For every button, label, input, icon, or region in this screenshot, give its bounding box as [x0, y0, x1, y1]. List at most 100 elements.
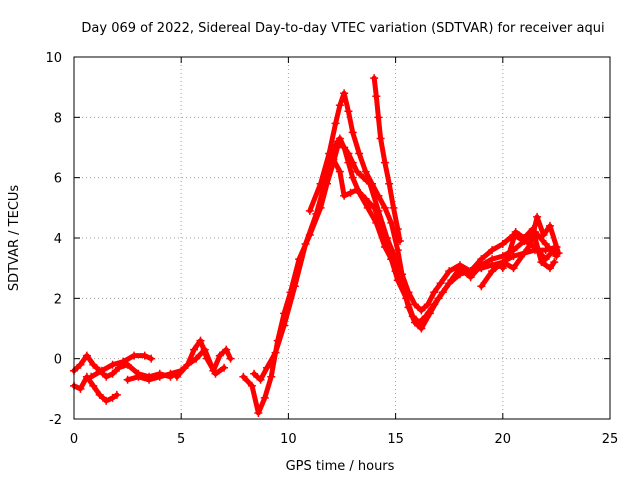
data-point-marker: [95, 390, 104, 399]
x-tick-label: 25: [602, 432, 619, 447]
data-point-marker: [368, 179, 377, 188]
data-point-marker: [155, 372, 164, 381]
data-point-marker: [417, 306, 426, 315]
data-point-marker: [82, 351, 91, 360]
data-point-marker: [539, 230, 548, 239]
data-point-marker: [477, 282, 486, 291]
data-point-marker: [140, 351, 149, 360]
data-point-marker: [329, 155, 338, 164]
data-point-marker: [372, 92, 381, 101]
data-point-marker: [387, 255, 396, 264]
data-point-marker: [376, 218, 385, 227]
data-point-marker: [335, 167, 344, 176]
data-point-marker: [280, 321, 289, 330]
data-point-marker: [200, 345, 209, 354]
y-tick-label: 8: [54, 111, 62, 126]
y-tick-label: 2: [54, 292, 62, 307]
x-tick-label: 20: [495, 432, 512, 447]
data-point-marker: [166, 369, 175, 378]
data-point-marker: [130, 351, 139, 360]
data-point-marker: [340, 143, 349, 152]
data-point-marker: [395, 237, 404, 246]
data-point-marker: [353, 167, 362, 176]
data-point-marker: [183, 360, 192, 369]
data-point-marker: [262, 363, 271, 372]
x-axis-label: GPS time / hours: [286, 459, 395, 474]
data-point-marker: [192, 354, 201, 363]
data-series: [70, 74, 563, 417]
data-point-marker: [134, 372, 143, 381]
data-point-marker: [335, 101, 344, 110]
data-point-marker: [344, 158, 353, 167]
series-track-8: [307, 90, 559, 313]
data-point-marker: [415, 318, 424, 327]
data-point-marker: [355, 149, 364, 158]
data-point-marker: [417, 324, 426, 333]
y-axis-ticks: -2 0 2 4 6 8 10: [45, 51, 610, 428]
y-tick-label: 4: [54, 232, 62, 247]
data-point-marker: [172, 372, 181, 381]
data-point-marker: [119, 357, 128, 366]
data-point-marker: [344, 107, 353, 116]
y-tick-label: -2: [49, 413, 62, 428]
data-point-marker: [488, 267, 497, 276]
data-point-marker: [430, 288, 439, 297]
data-point-marker: [498, 240, 507, 249]
data-point-marker: [520, 249, 529, 258]
data-point-marker: [348, 173, 357, 182]
y-tick-label: 0: [54, 353, 62, 368]
data-point-marker: [89, 381, 98, 390]
data-point-marker: [410, 300, 419, 309]
data-point-marker: [370, 203, 379, 212]
data-point-marker: [511, 227, 520, 236]
data-point-marker: [254, 408, 263, 417]
x-tick-label: 15: [387, 432, 404, 447]
data-point-marker: [290, 282, 299, 291]
data-point-marker: [102, 372, 111, 381]
data-point-marker: [271, 348, 280, 357]
data-point-marker: [353, 185, 362, 194]
data-point-marker: [247, 381, 256, 390]
data-point-marker: [346, 188, 355, 197]
data-point-marker: [374, 191, 383, 200]
data-point-marker: [380, 237, 389, 246]
data-point-marker: [380, 158, 389, 167]
data-point-marker: [385, 179, 394, 188]
data-point-marker: [340, 89, 349, 98]
data-point-marker: [331, 119, 340, 128]
data-point-marker: [361, 194, 370, 203]
x-axis-ticks: 0 5 10 15 20 25: [70, 57, 618, 447]
series-track-5: [174, 347, 233, 380]
data-point-marker: [220, 363, 229, 372]
data-point-marker: [404, 288, 413, 297]
data-point-marker: [436, 279, 445, 288]
data-point-marker: [256, 375, 265, 384]
data-point-marker: [89, 360, 98, 369]
data-point-marker: [340, 191, 349, 200]
data-point-marker: [498, 264, 507, 273]
data-point-marker: [145, 375, 154, 384]
data-point-marker: [260, 393, 269, 402]
series-track-11: [478, 214, 561, 289]
data-point-marker: [447, 276, 456, 285]
data-point-marker: [147, 354, 156, 363]
data-point-marker: [533, 212, 542, 221]
x-tick-label: 0: [70, 432, 78, 447]
series-track-7: [251, 139, 559, 383]
data-point-marker: [76, 360, 85, 369]
data-point-marker: [108, 360, 117, 369]
data-point-marker: [466, 267, 475, 276]
data-point-marker: [550, 258, 559, 267]
y-tick-label: 10: [45, 51, 62, 66]
data-point-marker: [541, 240, 550, 249]
data-point-marker: [520, 234, 529, 242]
y-tick-label: 6: [54, 172, 62, 187]
data-point-marker: [393, 246, 402, 255]
data-point-marker: [102, 396, 111, 405]
data-point-marker: [112, 390, 121, 399]
data-point-marker: [477, 255, 486, 264]
series-track-6: [240, 135, 559, 416]
data-point-marker: [509, 264, 518, 273]
data-point-marker: [455, 261, 464, 270]
